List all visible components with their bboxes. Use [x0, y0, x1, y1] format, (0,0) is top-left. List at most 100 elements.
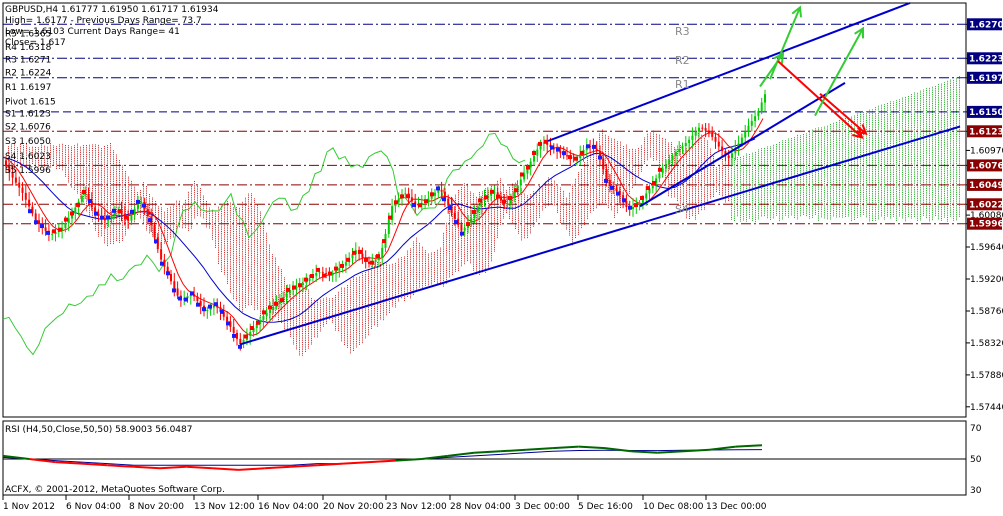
cloud-dot [209, 228, 210, 229]
cloud-dot [437, 268, 438, 269]
cloud-dot [254, 209, 255, 210]
cloud-dot [251, 302, 252, 303]
cloud-dot [242, 276, 243, 277]
cloud-dot [107, 202, 108, 203]
cloud-dot [302, 340, 303, 341]
cloud-dot [239, 264, 240, 265]
cloud-dot [128, 206, 129, 207]
cloud-dot [299, 336, 300, 337]
cloud-dot [227, 248, 228, 249]
cloud-dot [479, 196, 480, 197]
cloud-dot [263, 286, 264, 287]
cloud-dot [317, 306, 318, 307]
cloud-dot [404, 298, 405, 299]
cloud-dot [230, 246, 231, 247]
cloud-dot [314, 334, 315, 335]
cloud-dot [461, 202, 462, 203]
cloud-dot [341, 335, 342, 336]
cloud-dot [134, 201, 135, 202]
cloud-dot [95, 193, 96, 194]
cloud-dot [359, 279, 360, 280]
cloud-dot [239, 221, 240, 222]
cloud-dot [200, 197, 201, 198]
cloud-dot [446, 252, 447, 253]
cloud-dot [239, 208, 240, 209]
cloud-dot [383, 265, 384, 266]
cloud-dot [110, 172, 111, 173]
cloud-dot [155, 207, 156, 208]
cloud-dot [287, 308, 288, 309]
cloud-dot [341, 309, 342, 310]
cloud-dot [197, 209, 198, 210]
cloud-dot [86, 176, 87, 177]
cloud-dot [446, 266, 447, 267]
cloud-dot [239, 248, 240, 249]
cloud-dot [410, 283, 411, 284]
cloud-dot [119, 227, 120, 228]
cloud-dot [92, 183, 93, 184]
cloud-dot [242, 282, 243, 283]
cloud-dot [353, 317, 354, 318]
cloud-dot [452, 201, 453, 202]
cloud-dot [215, 240, 216, 241]
cloud-dot [428, 284, 429, 285]
cloud-dot [224, 230, 225, 231]
cloud-dot [275, 310, 276, 311]
cloud-dot [260, 286, 261, 287]
cloud-dot [260, 315, 261, 316]
cloud-dot [365, 330, 366, 331]
cloud-dot [383, 296, 384, 297]
cloud-dot [218, 263, 219, 264]
cloud-dot [116, 227, 117, 228]
cloud-dot [95, 163, 96, 164]
cloud-dot [365, 281, 366, 282]
cloud-dot [149, 196, 150, 197]
cloud-dot [494, 243, 495, 244]
cloud-dot [404, 282, 405, 283]
cloud-dot [452, 229, 453, 230]
cloud-dot [284, 312, 285, 313]
cloud-dot [488, 212, 489, 213]
cloud-dot [464, 192, 465, 193]
cloud-dot [281, 313, 282, 314]
cloud-dot [212, 221, 213, 222]
cloud-dot [404, 291, 405, 292]
cloud-dot [413, 287, 414, 288]
cloud-dot [371, 292, 372, 293]
cloud-dot [122, 202, 123, 203]
cloud-dot [251, 262, 252, 263]
cloud-dot [359, 326, 360, 327]
cloud-dot [338, 301, 339, 302]
cloud-dot [221, 222, 222, 223]
cloud-dot [224, 254, 225, 255]
cloud-dot [263, 272, 264, 273]
cloud-dot [362, 328, 363, 329]
cloud-dot [431, 280, 432, 281]
cloud-dot [485, 245, 486, 246]
cloud-dot [464, 185, 465, 186]
cloud-dot [170, 230, 171, 231]
cloud-dot [425, 263, 426, 264]
cloud-dot [362, 342, 363, 343]
cloud-dot [305, 333, 306, 334]
cloud-dot [206, 212, 207, 213]
cloud-dot [119, 173, 120, 174]
cloud-dot [242, 255, 243, 256]
cloud-dot [365, 287, 366, 288]
cloud-dot [95, 159, 96, 160]
cloud-dot [128, 182, 129, 183]
cloud-dot [152, 228, 153, 229]
cloud-dot [74, 185, 75, 186]
cloud-dot [332, 322, 333, 323]
cloud-dot [431, 269, 432, 270]
cloud-dot [425, 270, 426, 271]
cloud-dot [473, 248, 474, 249]
cloud-dot [242, 202, 243, 203]
cloud-dot [350, 323, 351, 324]
cloud-dot [326, 319, 327, 320]
cloud-dot [143, 200, 144, 201]
cloud-dot [443, 238, 444, 239]
cloud-dot [314, 327, 315, 328]
cloud-dot [446, 237, 447, 238]
cloud-dot [326, 316, 327, 317]
